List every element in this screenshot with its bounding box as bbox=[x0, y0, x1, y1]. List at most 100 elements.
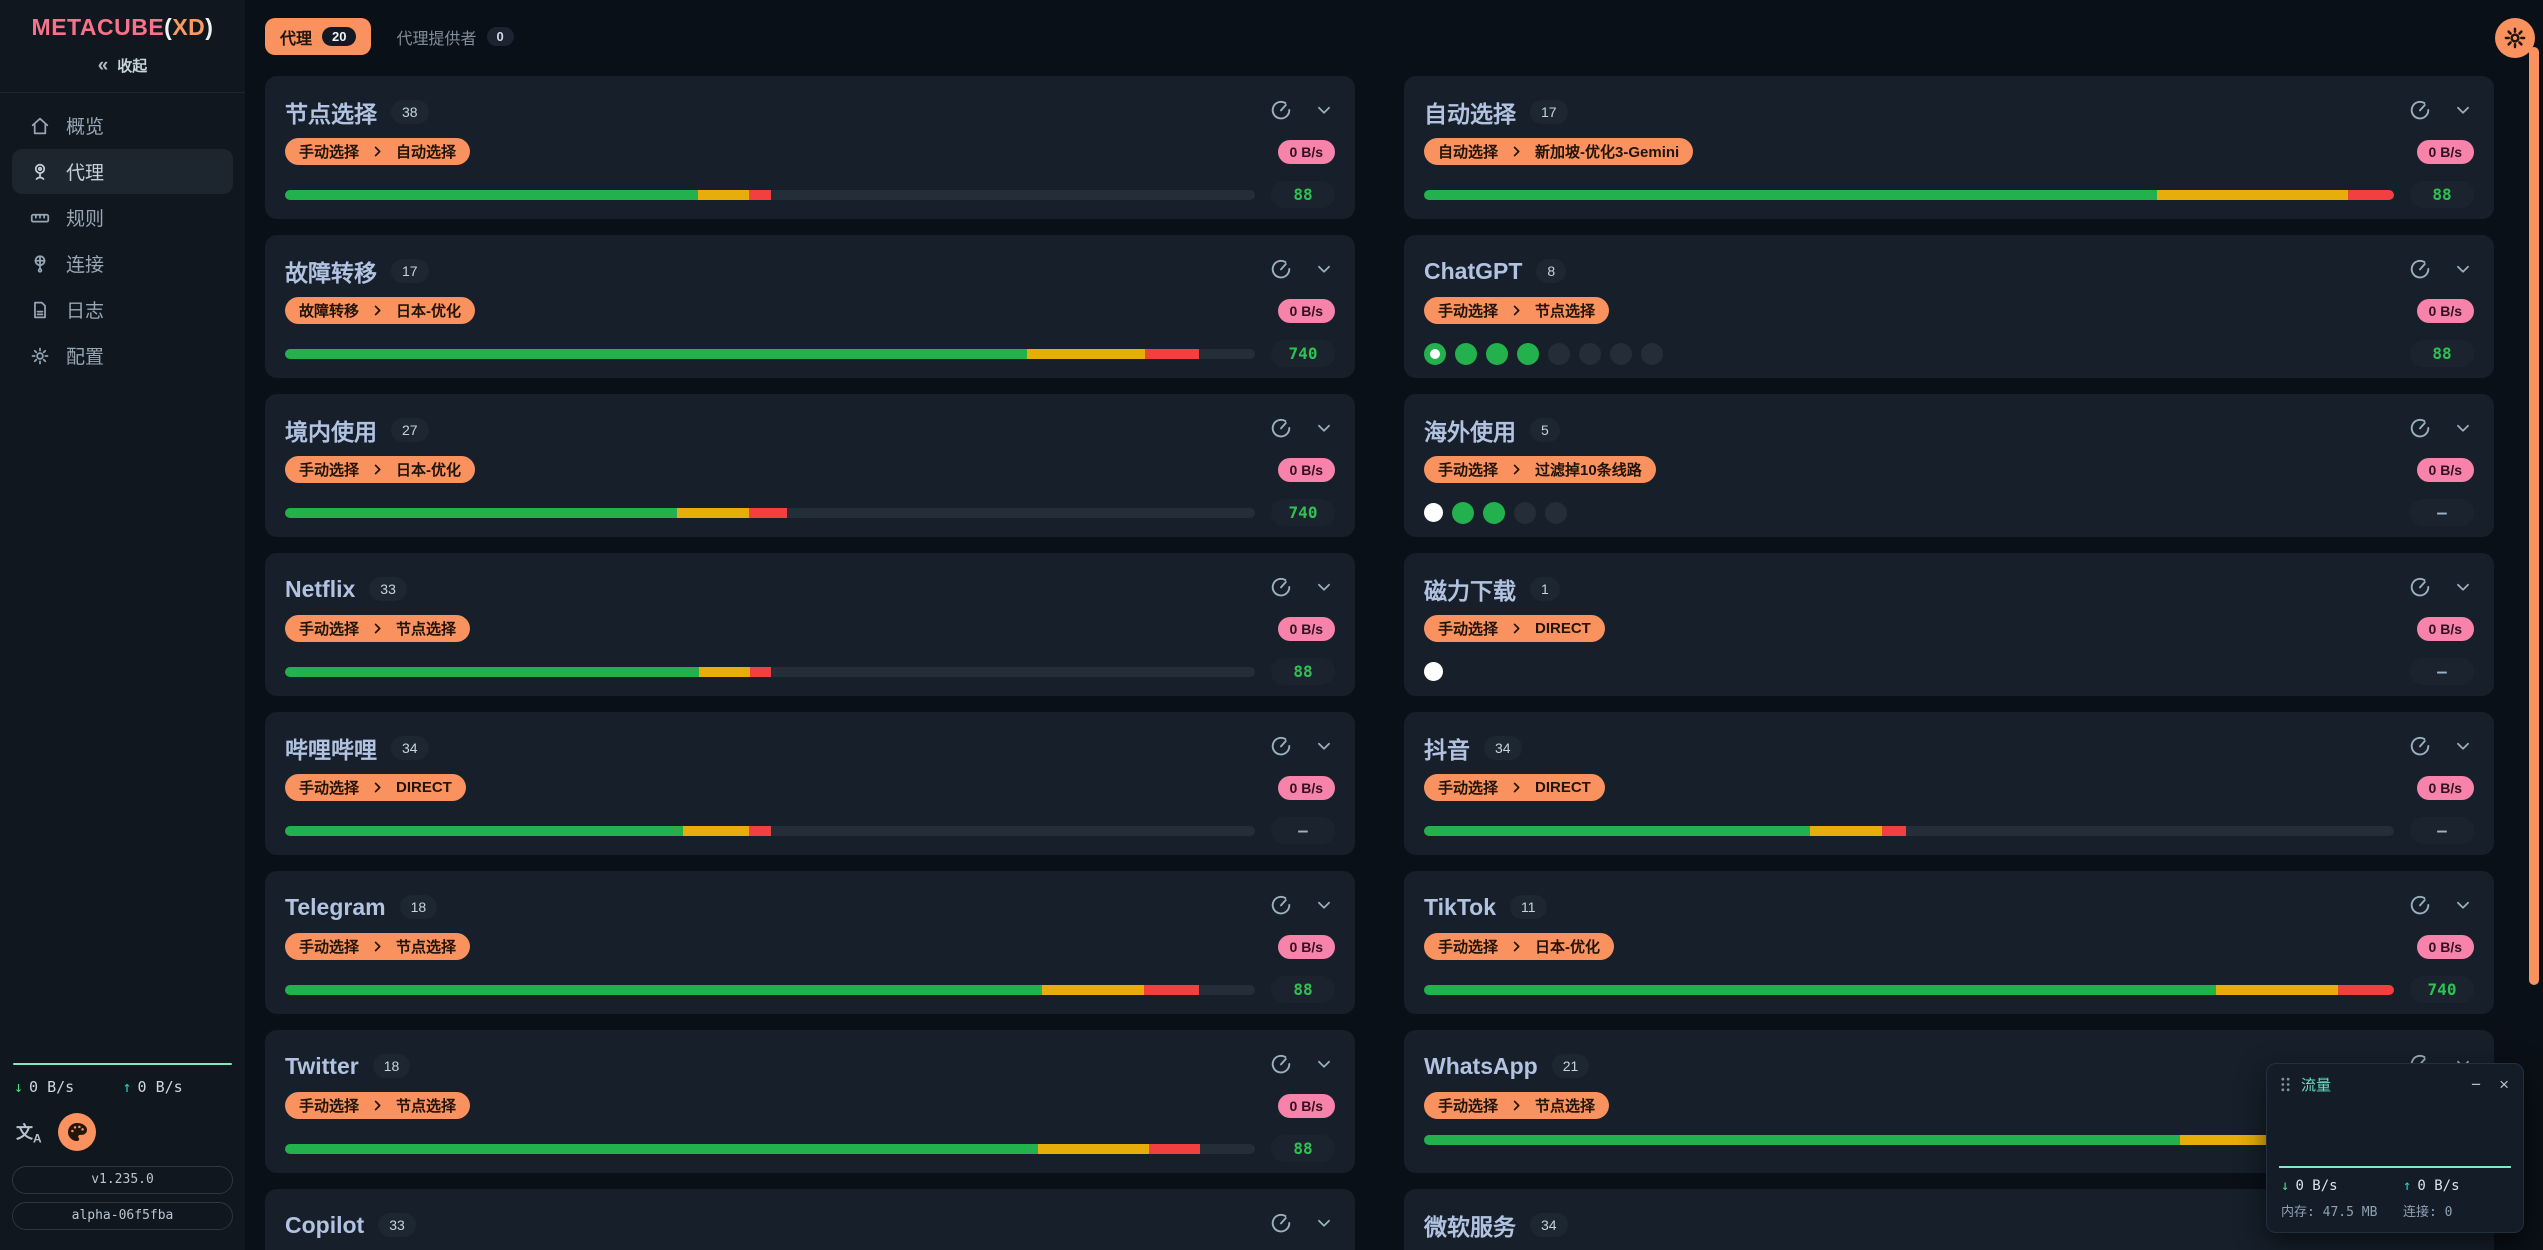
sidebar-item-代理[interactable]: 代理 bbox=[12, 149, 233, 194]
meter-row: 88 bbox=[285, 658, 1335, 685]
proxy-node-dot-white[interactable] bbox=[1424, 662, 1443, 681]
bar-segment-green bbox=[285, 348, 1028, 359]
latency-test-button[interactable] bbox=[1269, 893, 1293, 917]
latency-test-button[interactable] bbox=[2408, 416, 2432, 440]
latency-test-button[interactable] bbox=[1269, 575, 1293, 599]
proxy-node-dot-selected[interactable] bbox=[1424, 342, 1446, 365]
proxy-count-badge: 17 bbox=[391, 259, 429, 283]
card-header: Copilot 33 bbox=[285, 1209, 1335, 1241]
selected-node-badge[interactable]: 手动选择 节点选择 bbox=[285, 615, 471, 642]
bar-segment-yellow bbox=[699, 666, 750, 677]
sidebar-traffic-chart-baseline bbox=[13, 1063, 232, 1065]
version-button[interactable]: v1.235.0 bbox=[12, 1166, 233, 1194]
selected-node-badge[interactable]: 手动选择 自动选择 bbox=[285, 138, 471, 165]
proxy-node-dot-idle[interactable] bbox=[1641, 342, 1663, 365]
selected-node-badge[interactable]: 故障转移 日本-优化 bbox=[285, 297, 476, 324]
build-button[interactable]: alpha-06f5fba bbox=[12, 1202, 233, 1230]
proxy-node-dot-idle[interactable] bbox=[1610, 342, 1632, 365]
sidebar-item-配置[interactable]: 配置 bbox=[12, 333, 233, 378]
selection-row: 手动选择 DIRECT 0 B/s bbox=[1424, 774, 2474, 801]
latency-test-button[interactable] bbox=[2408, 257, 2432, 281]
theme-button[interactable] bbox=[57, 1113, 96, 1151]
expand-button[interactable] bbox=[2452, 99, 2474, 121]
expand-button[interactable] bbox=[2452, 735, 2474, 757]
palette-icon bbox=[67, 1123, 87, 1141]
proxy-node-dot-idle[interactable] bbox=[1548, 342, 1570, 365]
selected-node-badge[interactable]: 手动选择 节点选择 bbox=[1424, 297, 1610, 324]
selected-node-badge[interactable]: 手动选择 节点选择 bbox=[285, 1092, 471, 1119]
latency-test-button[interactable] bbox=[1269, 98, 1293, 122]
selected-node-badge[interactable]: 手动选择 节点选择 bbox=[1424, 1092, 1610, 1119]
selection-row: 手动选择 节点选择 0 B/s bbox=[285, 615, 1335, 642]
gear-icon bbox=[29, 345, 51, 367]
expand-button[interactable] bbox=[1313, 1053, 1335, 1075]
expand-button[interactable] bbox=[2452, 258, 2474, 280]
expand-button[interactable] bbox=[2452, 894, 2474, 916]
expand-button[interactable] bbox=[1313, 1212, 1335, 1234]
proxy-group-card: 故障转移 17 故障转移 日本-优化 0 B/s 740 bbox=[265, 235, 1355, 378]
proxy-node-dot-white[interactable] bbox=[1424, 503, 1443, 522]
expand-button[interactable] bbox=[1313, 735, 1335, 757]
card-actions bbox=[1269, 734, 1335, 758]
card-header: WhatsApp 21 bbox=[1424, 1050, 2474, 1082]
selected-node-badge[interactable]: 手动选择 节点选择 bbox=[285, 933, 471, 960]
bar-segment-green bbox=[1424, 984, 2216, 995]
proxy-node-dot-green[interactable] bbox=[1486, 342, 1508, 365]
latency-test-button[interactable] bbox=[1269, 257, 1293, 281]
minimize-button[interactable]: − bbox=[2471, 1075, 2482, 1094]
sidebar-item-连接[interactable]: 连接 bbox=[12, 241, 233, 286]
expand-button[interactable] bbox=[1313, 258, 1335, 280]
proxy-node-dot-idle[interactable] bbox=[1545, 501, 1567, 524]
proxy-node-dot-green[interactable] bbox=[1452, 501, 1474, 524]
selected-node-badge[interactable]: 手动选择 DIRECT bbox=[1424, 774, 1605, 801]
proxy-node-dot-green[interactable] bbox=[1455, 342, 1477, 365]
latency-test-button[interactable] bbox=[2408, 734, 2432, 758]
collapse-sidebar-button[interactable]: « 收起 bbox=[0, 55, 245, 76]
latency-test-button[interactable] bbox=[1269, 1211, 1293, 1235]
close-icon[interactable]: × bbox=[2499, 1075, 2509, 1094]
selected-node-label: 新加坡-优化3-Gemini bbox=[1535, 144, 1680, 161]
expand-button[interactable] bbox=[2452, 576, 2474, 598]
sidebar-item-日志[interactable]: 日志 bbox=[12, 287, 233, 332]
meter-row: 88 bbox=[285, 1135, 1335, 1162]
latency-test-button[interactable] bbox=[1269, 416, 1293, 440]
expand-button[interactable] bbox=[1313, 576, 1335, 598]
selected-node-badge[interactable]: 手动选择 日本-优化 bbox=[285, 456, 476, 483]
meter-row: — bbox=[285, 817, 1335, 844]
selected-node-badge[interactable]: 手动选择 日本-优化 bbox=[1424, 933, 1615, 960]
card-header: Telegram 18 bbox=[285, 891, 1335, 923]
tab-代理[interactable]: 代理 20 bbox=[265, 18, 372, 55]
expand-button[interactable] bbox=[2452, 417, 2474, 439]
proxy-node-dot-green[interactable] bbox=[1517, 342, 1539, 365]
selected-node-badge[interactable]: 手动选择 DIRECT bbox=[1424, 615, 1605, 642]
language-button[interactable]: 文A bbox=[16, 1118, 42, 1145]
bar-segment-green bbox=[285, 984, 1042, 995]
latency-test-button[interactable] bbox=[2408, 98, 2432, 122]
tab-代理提供者[interactable]: 代理提供者 0 bbox=[381, 18, 528, 55]
chevron-right-icon bbox=[371, 463, 384, 476]
latency-test-button[interactable] bbox=[1269, 1052, 1293, 1076]
card-header: TikTok 11 bbox=[1424, 891, 2474, 923]
proxy-node-dot-idle[interactable] bbox=[1514, 501, 1536, 524]
selected-node-badge[interactable]: 手动选择 DIRECT bbox=[285, 774, 466, 801]
expand-button[interactable] bbox=[1313, 99, 1335, 121]
meter-row: 88 bbox=[285, 976, 1335, 1003]
sidebar-item-规则[interactable]: 规则 bbox=[12, 195, 233, 240]
latency-test-button[interactable] bbox=[2408, 575, 2432, 599]
group-speed-badge: 0 B/s bbox=[1277, 1093, 1335, 1118]
latency-test-button[interactable] bbox=[1269, 734, 1293, 758]
sidebar-item-概览[interactable]: 概览 bbox=[12, 103, 233, 148]
vertical-scrollbar-thumb[interactable] bbox=[2529, 47, 2539, 985]
drag-handle-icon[interactable] bbox=[2279, 1076, 2292, 1093]
selected-node-badge[interactable]: 手动选择 过滤掉10条线路 bbox=[1424, 456, 1656, 483]
proxy-node-dot-idle[interactable] bbox=[1579, 342, 1601, 365]
expand-button[interactable] bbox=[1313, 417, 1335, 439]
proxy-group-title: Netflix bbox=[285, 575, 356, 602]
latency-test-button[interactable] bbox=[2408, 893, 2432, 917]
latency-distribution-bar bbox=[1424, 984, 2394, 995]
settings-button[interactable] bbox=[2495, 18, 2535, 58]
selected-node-badge[interactable]: 自动选择 新加坡-优化3-Gemini bbox=[1424, 138, 1694, 165]
proxy-node-dot-green[interactable] bbox=[1483, 501, 1505, 524]
chevron-right-icon bbox=[371, 781, 384, 794]
expand-button[interactable] bbox=[1313, 894, 1335, 916]
